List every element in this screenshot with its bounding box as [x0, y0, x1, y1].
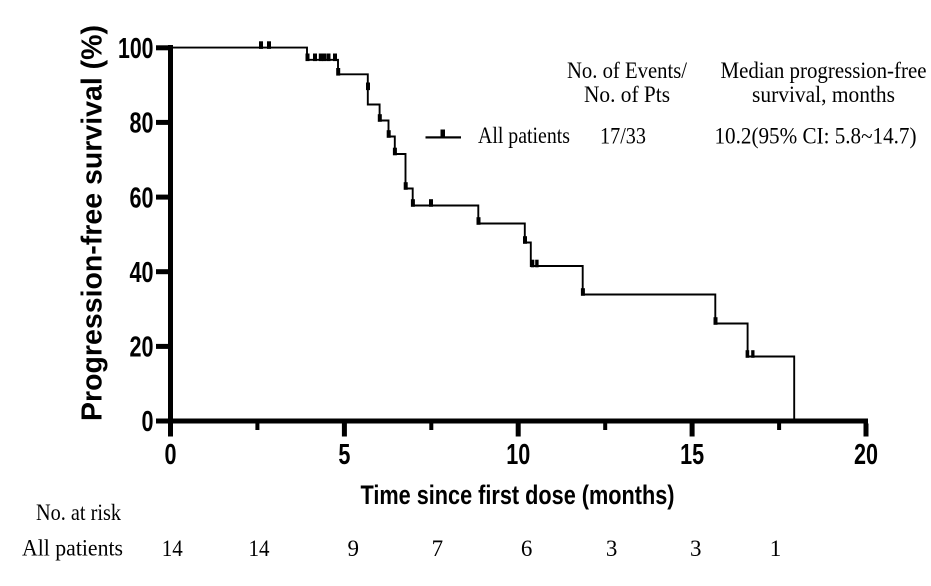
svg-text:5: 5: [338, 439, 350, 471]
svg-text:No. of Events/: No. of Events/: [567, 58, 688, 83]
svg-text:40: 40: [130, 257, 154, 289]
svg-text:Time since first dose (months): Time since first dose (months): [361, 480, 675, 510]
svg-text:All patients: All patients: [22, 536, 123, 561]
svg-text:9: 9: [348, 536, 360, 561]
svg-text:20: 20: [854, 439, 878, 471]
svg-text:3: 3: [606, 536, 618, 561]
svg-text:All patients: All patients: [478, 123, 570, 148]
svg-text:0: 0: [142, 406, 154, 438]
svg-text:survival, months: survival, months: [752, 82, 895, 107]
svg-text:15: 15: [680, 439, 704, 471]
svg-text:6: 6: [521, 536, 533, 561]
svg-text:20: 20: [130, 332, 154, 364]
svg-text:No. at risk: No. at risk: [36, 500, 121, 525]
svg-text:0: 0: [165, 439, 177, 471]
svg-text:17/33: 17/33: [600, 124, 646, 149]
svg-text:1: 1: [770, 536, 782, 561]
svg-text:10.2(95% CI: 5.8~14.7): 10.2(95% CI: 5.8~14.7): [715, 124, 917, 149]
svg-text:60: 60: [130, 182, 154, 214]
svg-text:Median progression-free: Median progression-free: [721, 58, 927, 83]
svg-text:Progression-free survival (%): Progression-free survival (%): [77, 25, 109, 421]
svg-text:100: 100: [118, 33, 154, 65]
svg-text:7: 7: [432, 536, 444, 561]
svg-text:14: 14: [249, 536, 270, 561]
svg-text:14: 14: [162, 536, 183, 561]
svg-text:80: 80: [130, 108, 154, 140]
svg-text:3: 3: [690, 536, 702, 561]
svg-text:No. of Pts: No. of Pts: [584, 82, 670, 107]
svg-text:10: 10: [506, 439, 530, 471]
